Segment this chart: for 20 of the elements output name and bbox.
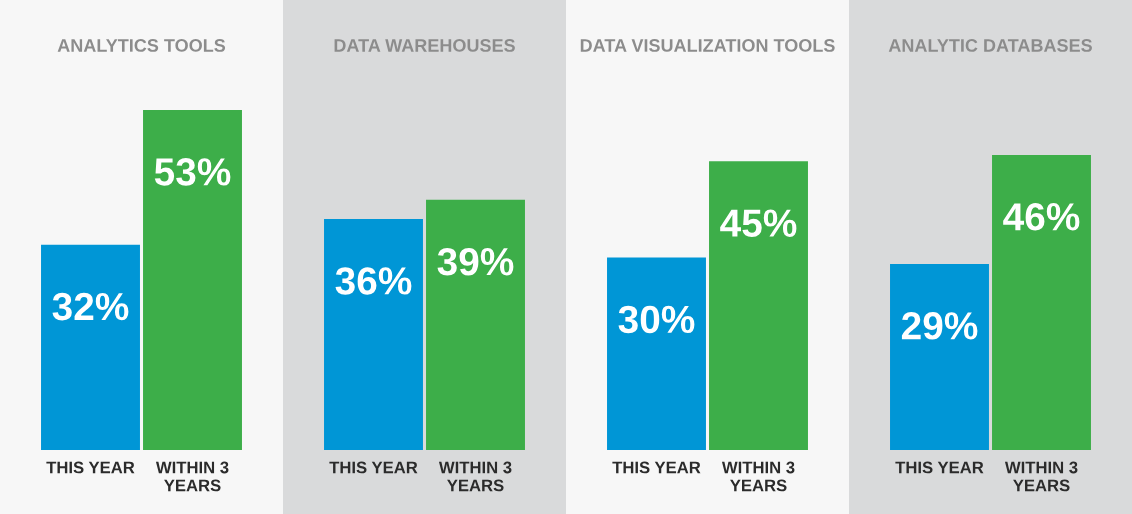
data-label: 36%: [335, 267, 412, 295]
x-tick-label: THIS YEAR: [46, 461, 135, 474]
data-label: 32%: [52, 292, 129, 321]
data-label: 30%: [618, 305, 695, 334]
x-tick-label: THIS YEAR: [329, 461, 418, 474]
data-label: 53%: [154, 158, 231, 186]
data-label: 46%: [1003, 203, 1080, 231]
data-label: 39%: [437, 247, 514, 276]
chart-title: ANALYTICS TOOLS: [57, 39, 226, 52]
x-tick-label: WITHIN 3 YEARS: [1004, 461, 1078, 492]
data-label: 45%: [720, 209, 797, 237]
x-tick-label: WITHIN 3 YEARS: [438, 461, 512, 492]
x-tick-label: WITHIN 3 YEARS: [155, 461, 229, 492]
chart-title: DATA WAREHOUSES: [334, 39, 515, 52]
chart-title: ANALYTIC DATABASES: [888, 39, 1092, 52]
x-tick-label: WITHIN 3 YEARS: [721, 461, 795, 492]
x-tick-label: THIS YEAR: [895, 461, 984, 474]
data-label: 29%: [901, 312, 978, 340]
chart-title: DATA VISUALIZATION TOOLS: [580, 39, 835, 52]
x-tick-label: THIS YEAR: [612, 461, 701, 474]
